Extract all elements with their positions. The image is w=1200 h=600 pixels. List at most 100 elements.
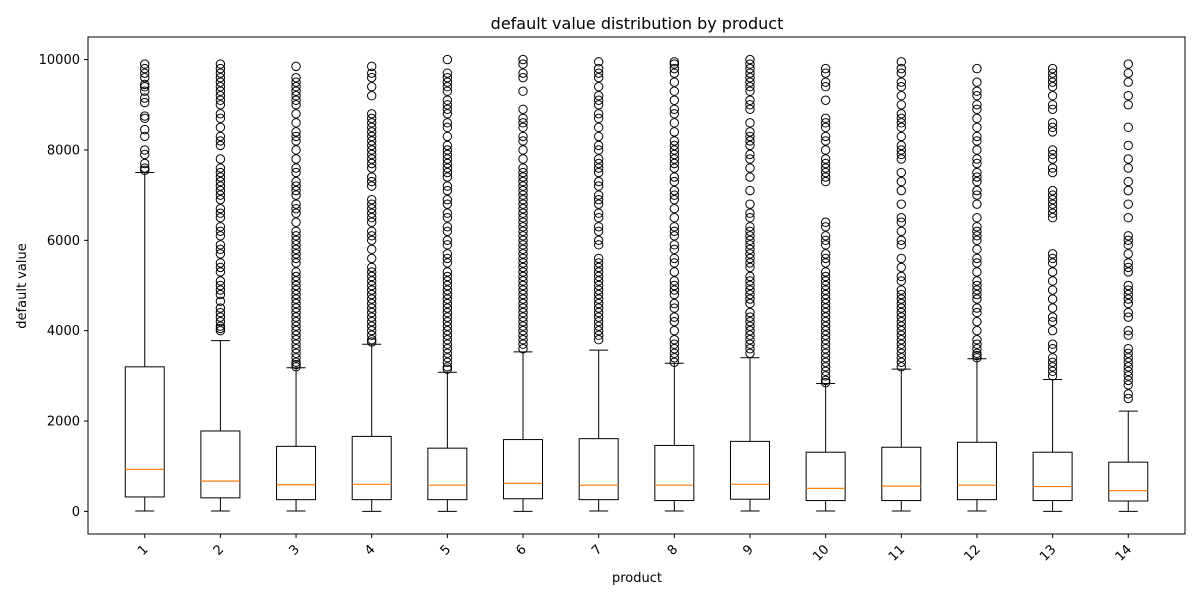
outlier-point [291, 285, 301, 295]
outlier-point [896, 213, 906, 223]
outlier-point [820, 113, 831, 124]
outlier-point [820, 172, 831, 182]
outlier-point [291, 362, 301, 372]
outlier-point [1047, 104, 1058, 114]
outlier-point [593, 321, 604, 331]
outlier-point [291, 244, 301, 255]
outlier-point [896, 307, 906, 318]
outlier-point [367, 289, 377, 300]
outlier-point [820, 353, 831, 363]
outlier-point [518, 231, 528, 241]
outlier-point [593, 109, 604, 119]
outlier-point [367, 213, 377, 223]
outlier-point [669, 185, 680, 196]
outlier-point [518, 298, 528, 309]
outlier-point [140, 86, 150, 96]
outlier-point [442, 339, 453, 349]
outlier-point [442, 353, 453, 363]
outlier-point [215, 113, 226, 124]
outlier-point [518, 240, 528, 250]
y-axis-label: default value [15, 243, 30, 328]
outlier-point [367, 140, 377, 151]
outlier-point [593, 68, 604, 78]
outlier-point [745, 335, 755, 345]
outlier-point [291, 253, 301, 264]
box-iqr [956, 441, 997, 501]
outlier-point [820, 249, 831, 259]
outlier-point [745, 163, 755, 173]
outlier-point [1123, 240, 1133, 250]
outlier-point [745, 118, 755, 128]
outlier-point [518, 154, 528, 164]
outlier-point [820, 231, 831, 241]
outlier-point [140, 158, 150, 169]
outlier-point [291, 359, 301, 370]
outlier-point [291, 280, 301, 291]
outlier-point [367, 262, 377, 273]
outlier-point [518, 280, 528, 291]
outlier-point [518, 267, 528, 277]
outlier-point [669, 244, 680, 255]
outlier-point [442, 321, 453, 331]
outlier-point [442, 213, 453, 223]
outlier-point [896, 294, 906, 304]
outlier-point [1047, 362, 1058, 372]
outlier-point [291, 86, 301, 96]
outlier-point [1047, 190, 1058, 200]
outlier-point [896, 312, 906, 322]
outlier-point [972, 344, 982, 354]
outlier-point [518, 122, 528, 133]
outlier-point [820, 285, 831, 295]
outlier-point [518, 316, 528, 327]
outlier-point [745, 258, 755, 268]
outlier-point [745, 240, 755, 250]
outlier-point [593, 181, 604, 191]
outlier-point [1123, 163, 1133, 173]
outlier-point [972, 235, 982, 246]
outlier-point [1123, 185, 1133, 196]
outlier-point [972, 145, 982, 155]
outlier-point [442, 77, 453, 87]
outlier-point [593, 335, 604, 345]
outlier-point [593, 226, 604, 236]
outlier-point [291, 289, 301, 300]
outlier-point [442, 249, 453, 259]
outlier-point [1123, 59, 1133, 69]
outlier-point [972, 289, 982, 300]
outlier-point [291, 167, 301, 178]
outlier-point [669, 289, 680, 300]
outlier-point [1123, 100, 1133, 110]
outlier-point [745, 54, 755, 65]
outlier-point [820, 321, 831, 331]
outlier-point [367, 253, 377, 264]
outlier-point [367, 131, 377, 142]
outlier-point [518, 312, 528, 322]
outlier-point [291, 91, 301, 101]
outlier-point [593, 100, 604, 110]
outlier-point [593, 194, 604, 205]
outlier-point [442, 68, 453, 78]
outlier-point [291, 109, 301, 119]
outlier-point [215, 280, 226, 291]
outlier-point [215, 163, 226, 173]
outlier-point [367, 226, 377, 236]
outlier-point [518, 113, 528, 124]
outlier-point [442, 294, 453, 304]
outlier-point [820, 131, 831, 142]
outlier-point [745, 294, 755, 304]
outlier-point [896, 199, 906, 209]
outlier-point [1047, 208, 1058, 218]
outlier-point [140, 145, 150, 155]
outlier-point [745, 307, 755, 318]
outlier-point [1047, 194, 1058, 205]
outlier-point [442, 86, 453, 96]
outlier-point [140, 113, 150, 124]
outlier-point [896, 109, 906, 119]
outlier-point [669, 253, 680, 264]
outlier-point [291, 131, 301, 142]
outlier-point [896, 149, 906, 160]
outlier-point [1123, 231, 1133, 241]
outlier-point [215, 59, 226, 69]
outlier-point [1123, 362, 1133, 372]
